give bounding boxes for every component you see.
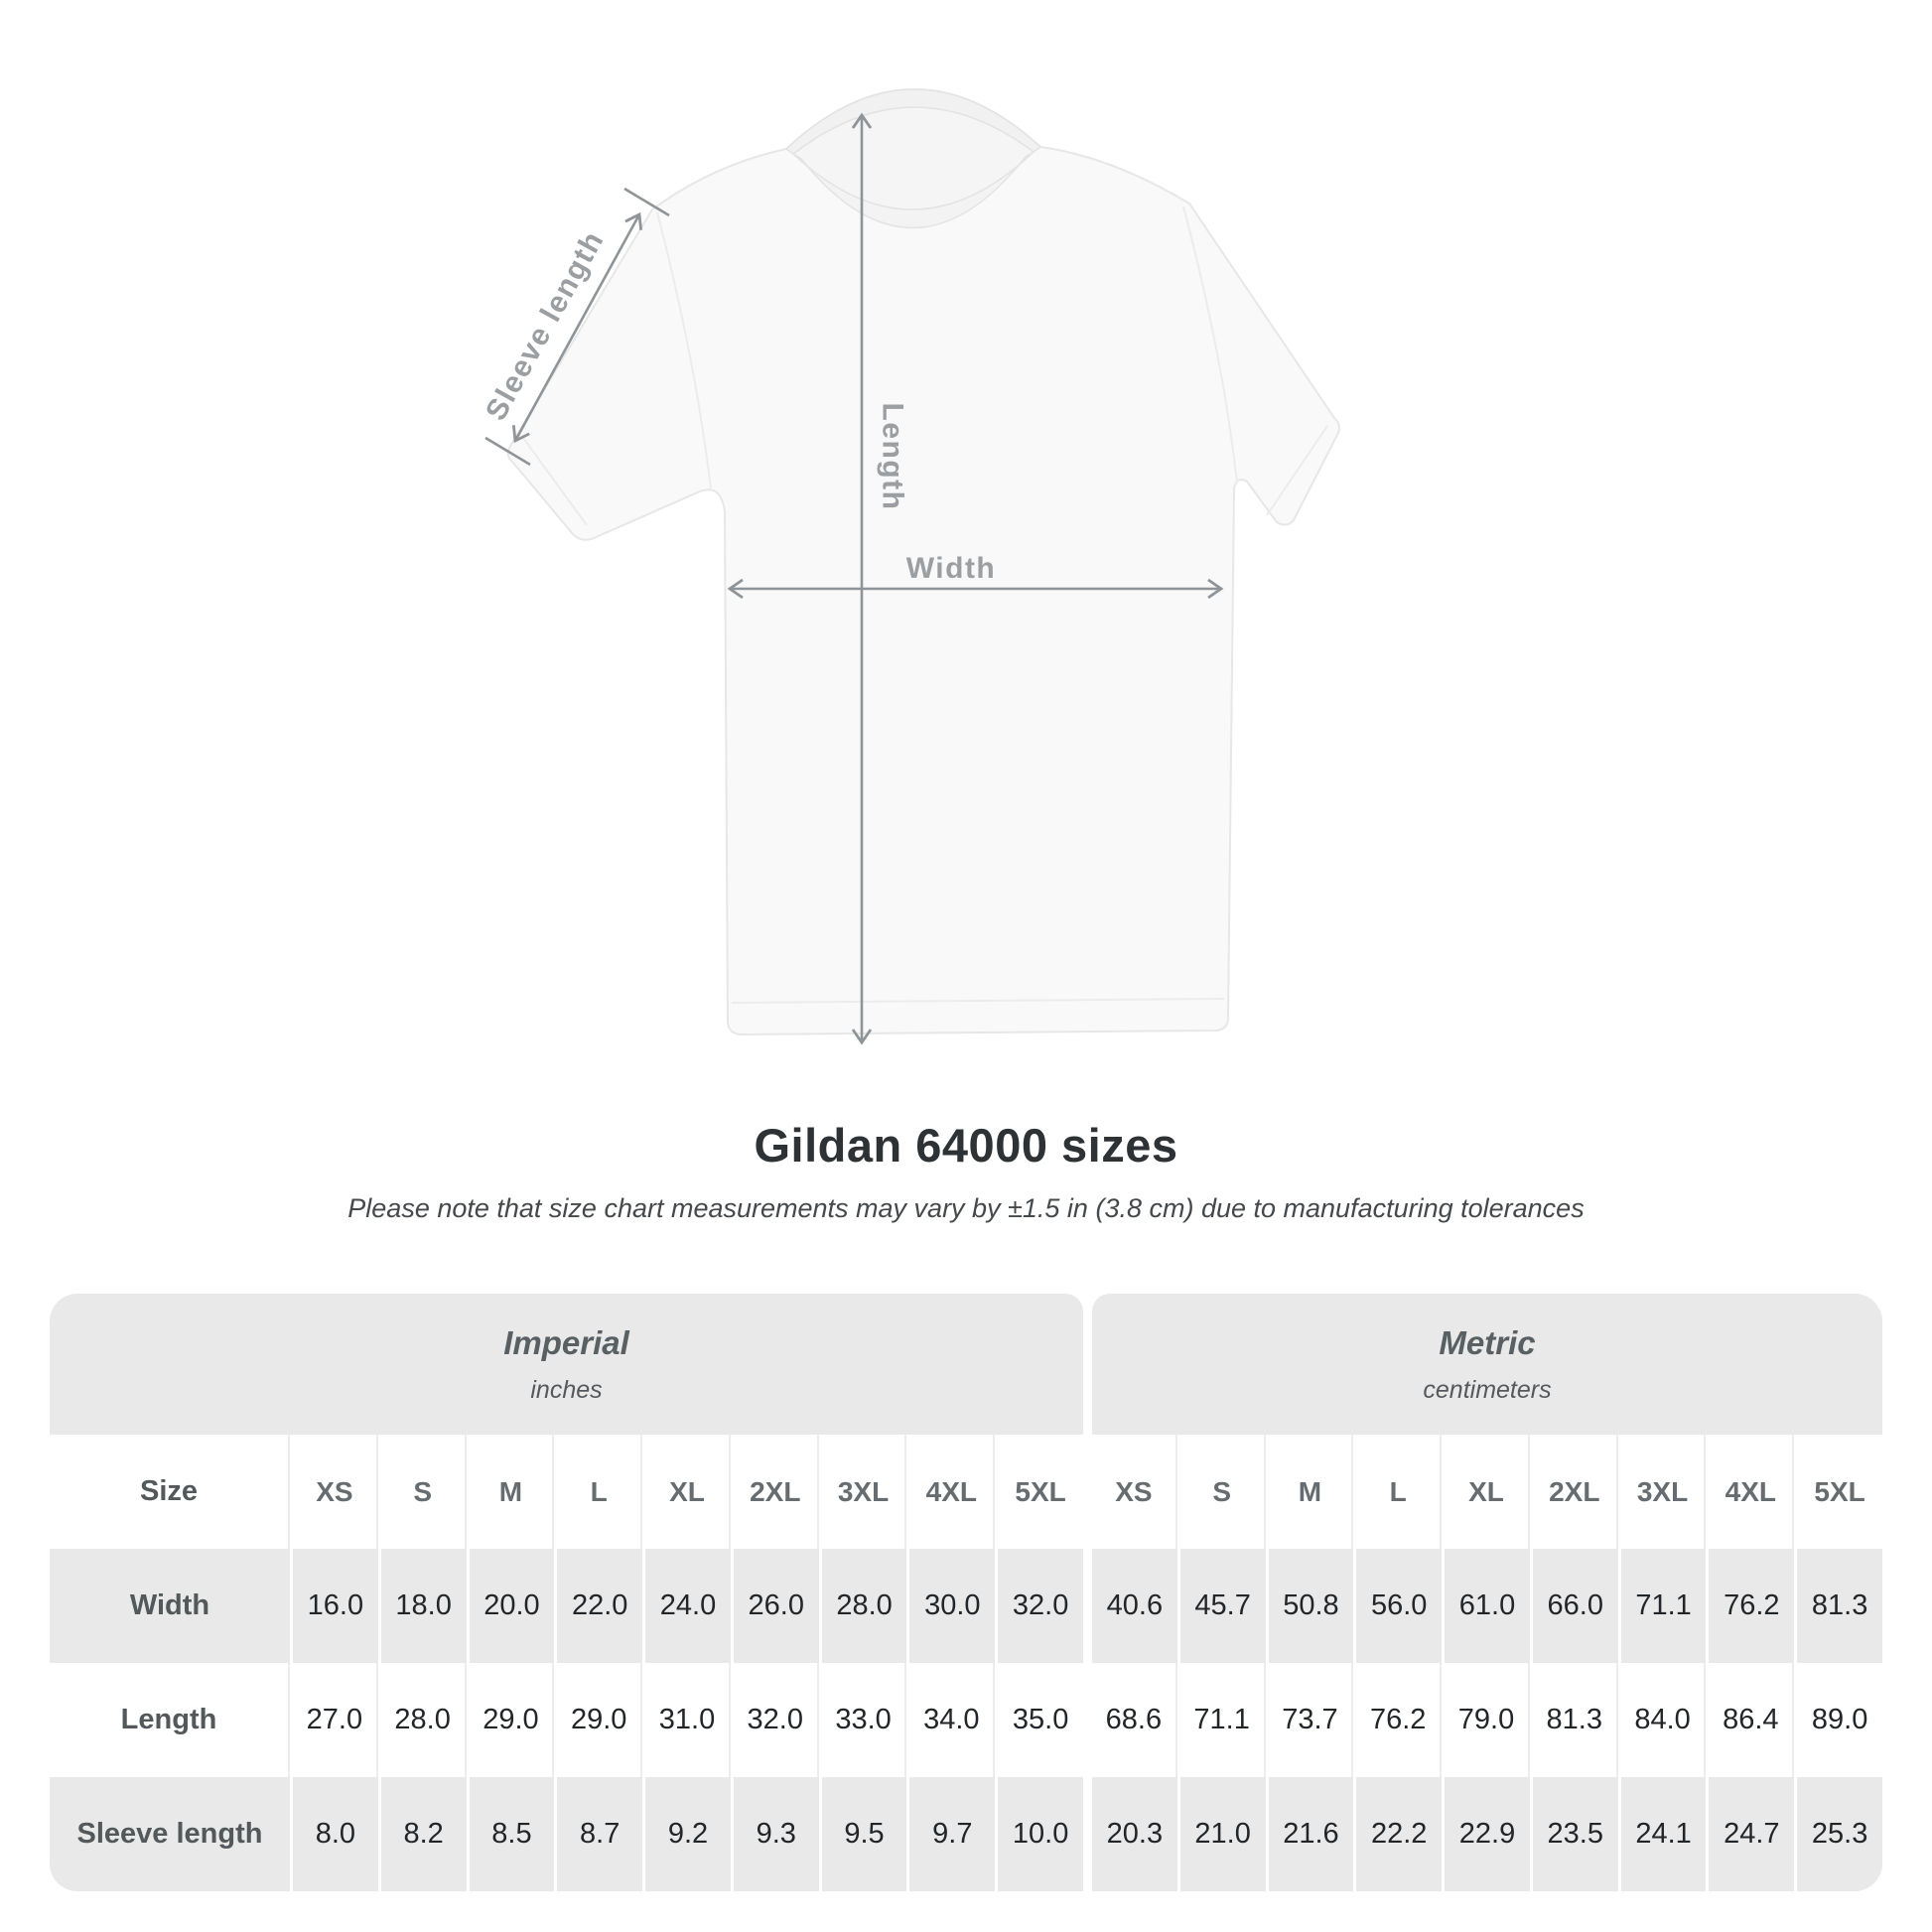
- sleeve-metric-xl: 22.9: [1445, 1777, 1530, 1891]
- width-imperial-3xl: 28.0: [821, 1549, 907, 1663]
- length-imperial-4xl: 34.0: [909, 1663, 996, 1777]
- width-imperial-2xl: 26.0: [733, 1549, 819, 1663]
- sleeve-metric-5xl: 25.3: [1797, 1777, 1882, 1891]
- size-header-imperial-xs: XS: [293, 1435, 378, 1549]
- length-metric-xs: 68.6: [1092, 1663, 1177, 1777]
- width-imperial-5xl: 32.0: [998, 1549, 1083, 1663]
- width-metric-xl: 61.0: [1445, 1549, 1530, 1663]
- row-label-width: Width: [50, 1549, 290, 1663]
- size-header-imperial-m: M: [469, 1435, 555, 1549]
- sleeve-imperial-xs: 8.0: [293, 1777, 378, 1891]
- length-metric-m: 73.7: [1268, 1663, 1354, 1777]
- sleeve-length-arrow: [511, 211, 643, 444]
- length-metric-2xl: 81.3: [1532, 1663, 1618, 1777]
- page-title: Gildan 64000 sizes: [754, 1119, 1178, 1172]
- sleeve-imperial-2xl: 9.3: [733, 1777, 819, 1891]
- imperial-section-header: Imperial inches: [50, 1294, 1083, 1435]
- size-header-imperial-s: S: [380, 1435, 467, 1549]
- row-label-sleeve-length: Sleeve length: [50, 1777, 290, 1891]
- sleeve-imperial-3xl: 9.5: [821, 1777, 907, 1891]
- sleeve-metric-3xl: 24.1: [1620, 1777, 1707, 1891]
- tshirt-illustration: [506, 88, 1340, 1036]
- size-table: Imperial inches Metric centimeters Size …: [50, 1294, 1882, 1891]
- sleeve-metric-m: 21.6: [1268, 1777, 1354, 1891]
- length-imperial-xl: 31.0: [645, 1663, 731, 1777]
- tshirt-diagram: Sleeve length Length Width: [480, 88, 1340, 1045]
- width-metric-xs: 40.6: [1092, 1549, 1177, 1663]
- size-header-metric-m: M: [1268, 1435, 1354, 1549]
- column-spacer: [1086, 1663, 1089, 1777]
- sleeve-imperial-5xl: 10.0: [998, 1777, 1083, 1891]
- length-imperial-s: 28.0: [380, 1663, 467, 1777]
- size-header-imperial-4xl: 4XL: [909, 1435, 996, 1549]
- length-imperial-xs: 27.0: [293, 1663, 378, 1777]
- column-spacer: [1086, 1294, 1089, 1435]
- size-header-imperial-xl: XL: [645, 1435, 731, 1549]
- length-metric-5xl: 89.0: [1797, 1663, 1882, 1777]
- length-imperial-5xl: 35.0: [998, 1663, 1083, 1777]
- length-label: Length: [877, 403, 909, 511]
- width-label: Width: [906, 552, 997, 585]
- length-imperial-2xl: 32.0: [733, 1663, 819, 1777]
- length-imperial-l: 29.0: [557, 1663, 643, 1777]
- size-header-metric-2xl: 2XL: [1532, 1435, 1618, 1549]
- size-header-metric-l: L: [1356, 1435, 1443, 1549]
- size-header-imperial-2xl: 2XL: [733, 1435, 819, 1549]
- metric-section-header: Metric centimeters: [1092, 1294, 1882, 1435]
- length-metric-3xl: 84.0: [1620, 1663, 1707, 1777]
- width-metric-s: 45.7: [1179, 1549, 1266, 1663]
- size-header-metric-s: S: [1179, 1435, 1266, 1549]
- length-metric-4xl: 86.4: [1709, 1663, 1795, 1777]
- column-spacer: [1086, 1549, 1089, 1663]
- width-imperial-xs: 16.0: [293, 1549, 378, 1663]
- size-header-metric-xl: XL: [1445, 1435, 1530, 1549]
- metric-unit: centimeters: [1423, 1375, 1552, 1404]
- width-imperial-s: 18.0: [380, 1549, 467, 1663]
- column-spacer: [1086, 1777, 1089, 1891]
- width-imperial-l: 22.0: [557, 1549, 643, 1663]
- width-metric-l: 56.0: [1356, 1549, 1443, 1663]
- sleeve-metric-xs: 20.3: [1092, 1777, 1177, 1891]
- width-imperial-xl: 24.0: [645, 1549, 731, 1663]
- size-header-imperial-3xl: 3XL: [821, 1435, 907, 1549]
- size-header-metric-5xl: 5XL: [1797, 1435, 1882, 1549]
- size-header-metric-3xl: 3XL: [1620, 1435, 1707, 1549]
- sleeve-imperial-xl: 9.2: [645, 1777, 731, 1891]
- length-metric-l: 76.2: [1356, 1663, 1443, 1777]
- sleeve-metric-2xl: 23.5: [1532, 1777, 1618, 1891]
- tolerance-note: Please note that size chart measurements…: [347, 1193, 1585, 1223]
- width-metric-m: 50.8: [1268, 1549, 1354, 1663]
- width-metric-2xl: 66.0: [1532, 1549, 1618, 1663]
- size-header-imperial-5xl: 5XL: [998, 1435, 1083, 1549]
- size-header-metric-4xl: 4XL: [1709, 1435, 1795, 1549]
- size-header-metric-xs: XS: [1092, 1435, 1177, 1549]
- width-metric-3xl: 71.1: [1620, 1549, 1707, 1663]
- width-metric-4xl: 76.2: [1709, 1549, 1795, 1663]
- sleeve-imperial-s: 8.2: [380, 1777, 467, 1891]
- row-label-length: Length: [50, 1663, 290, 1777]
- length-imperial-3xl: 33.0: [821, 1663, 907, 1777]
- sleeve-imperial-l: 8.7: [557, 1777, 643, 1891]
- width-imperial-4xl: 30.0: [909, 1549, 996, 1663]
- size-column-header: Size: [50, 1435, 290, 1549]
- sleeve-metric-s: 21.0: [1179, 1777, 1266, 1891]
- sleeve-imperial-4xl: 9.7: [909, 1777, 996, 1891]
- width-metric-5xl: 81.3: [1797, 1549, 1882, 1663]
- sleeve-metric-l: 22.2: [1356, 1777, 1443, 1891]
- length-metric-s: 71.1: [1179, 1663, 1266, 1777]
- column-spacer: [1086, 1435, 1089, 1549]
- metric-title: Metric: [1439, 1323, 1536, 1361]
- width-imperial-m: 20.0: [469, 1549, 555, 1663]
- imperial-title: Imperial: [503, 1323, 629, 1361]
- sleeve-metric-4xl: 24.7: [1709, 1777, 1795, 1891]
- imperial-unit: inches: [530, 1375, 603, 1404]
- sleeve-arrow-end-tick: [623, 187, 670, 217]
- size-header-imperial-l: L: [557, 1435, 643, 1549]
- length-imperial-m: 29.0: [469, 1663, 555, 1777]
- sleeve-imperial-m: 8.5: [469, 1777, 555, 1891]
- sleeve-arrow-start-tick: [484, 436, 531, 467]
- length-metric-xl: 79.0: [1445, 1663, 1530, 1777]
